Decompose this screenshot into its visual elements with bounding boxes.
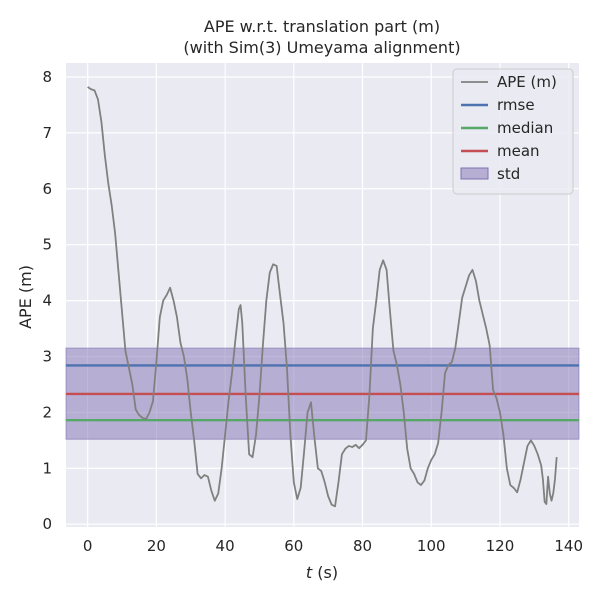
legend-label: median — [497, 119, 553, 137]
legend-item-mean: mean — [461, 142, 540, 160]
x-tick-label: 60 — [284, 537, 303, 555]
legend-label: std — [497, 165, 520, 183]
legend-label: APE (m) — [497, 73, 557, 91]
y-tick-label: 3 — [42, 347, 52, 365]
y-tick-label: 8 — [42, 68, 52, 86]
stat-lines — [66, 364, 579, 422]
y-axis-label: APE (m) — [16, 265, 35, 329]
legend-box — [452, 68, 574, 195]
chart-title-line2: (with Sim(3) Umeyama alignment) — [183, 38, 460, 57]
legend-item-median: median — [461, 119, 553, 137]
tick-labels: 0 20 40 60 80 100 120 140 0 1 2 3 4 5 6 7 8 — [42, 68, 583, 555]
legend: APE (m) rmse median mean std — [452, 68, 574, 195]
x-axis-label: t (s) — [306, 563, 338, 582]
legend-label: mean — [497, 142, 540, 160]
y-tick-label: 6 — [42, 180, 52, 198]
legend-std-swatch — [460, 167, 489, 180]
x-axis-label-var: t — [306, 563, 313, 582]
x-tick-label: 140 — [554, 537, 583, 555]
x-tick-label: 40 — [216, 537, 235, 555]
x-axis-label-unit: (s) — [312, 563, 338, 582]
legend-label: rmse — [497, 96, 535, 114]
y-tick-label: 2 — [42, 403, 52, 421]
x-tick-label: 120 — [486, 537, 515, 555]
legend-item-ape-m: APE (m) — [461, 73, 557, 91]
series-layer — [87, 86, 558, 508]
y-tick-label: 5 — [42, 236, 52, 254]
x-tick-label: 80 — [353, 537, 372, 555]
x-tick-label: 100 — [417, 537, 446, 555]
chart-title-line1: APE w.r.t. translation part (m) — [204, 17, 440, 36]
x-tick-label: 20 — [147, 537, 166, 555]
legend-item-rmse: rmse — [461, 96, 535, 114]
x-tick-label: 0 — [83, 537, 93, 555]
y-tick-label: 4 — [42, 292, 52, 310]
y-tick-label: 7 — [42, 124, 52, 142]
ape-series-line — [87, 86, 558, 508]
y-tick-label: 0 — [42, 515, 52, 533]
y-tick-label: 1 — [42, 459, 52, 477]
legend-item-std: std — [460, 165, 520, 183]
